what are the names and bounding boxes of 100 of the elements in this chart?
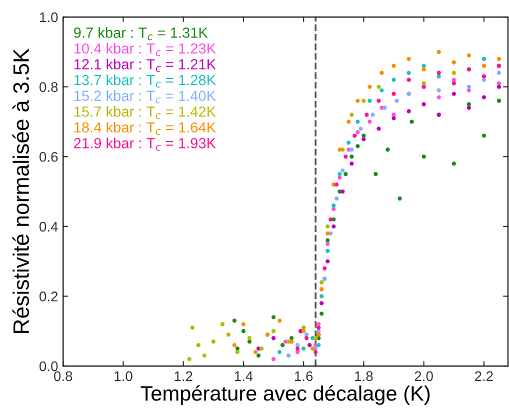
point [295,346,300,351]
point [332,203,336,208]
point [436,95,441,100]
point [376,126,381,131]
text: 21.9 kbar : T$_{c}$ = 1.93K [74,138,216,151]
point [326,248,330,253]
point [466,102,471,106]
point [344,154,348,159]
point [376,98,381,103]
point [320,312,324,316]
point [220,322,225,326]
y-tick-label: 0.2 [39,292,58,302]
point [340,189,345,194]
point [370,112,375,117]
y-tick-label: 0.8 [39,82,58,92]
point [277,350,282,354]
x-tick-label: 1.2 [174,371,192,381]
point [326,224,330,229]
x-axis-title: Température avec décalage (K) [140,385,430,405]
point [314,350,318,354]
point [338,175,342,180]
x-tick-label: 1.0 [114,371,132,382]
text: 15.2 kbar : T$_{c}$ = 1.40K [74,90,216,104]
point [338,172,342,176]
x-tick-label: 2.2 [474,371,493,381]
point [368,120,372,124]
point [346,140,351,145]
x-tick-label: 0.8 [54,371,72,382]
point [256,353,261,358]
y-tick-label: 0.6 [39,152,58,162]
point [304,336,309,340]
y-axis-title: Résistivité normalisée à 3.5K [12,48,29,333]
point [187,356,192,362]
point [482,95,486,100]
point [334,196,339,201]
point [452,162,456,166]
point [356,130,360,134]
point [350,162,354,166]
point [316,343,321,348]
point [392,78,396,82]
point [466,88,471,92]
point [344,172,348,176]
point [320,294,324,298]
point [368,84,372,89]
point [346,120,351,124]
point [496,56,502,61]
y-tick-label: 0.0 [39,361,58,372]
point [328,217,333,222]
point [362,134,366,138]
point [356,98,360,103]
point [452,70,456,75]
point [466,84,471,89]
point [350,148,354,152]
point [314,336,318,340]
point [235,350,240,354]
point [271,315,276,320]
point [496,81,502,86]
point [482,56,486,61]
text: 12.1 kbar : T$_{c}$ = 1.21K [74,58,216,72]
point [410,120,414,124]
point [422,154,426,159]
point [340,168,345,173]
x-tick-label: 1.6 [294,371,313,382]
point [350,112,354,117]
point [406,70,411,75]
point [211,340,216,344]
point [394,98,399,103]
point [422,67,426,72]
point [280,343,285,348]
point [241,322,246,326]
point [362,137,366,142]
y-tick-label: 0.4 [39,222,58,232]
point [368,98,372,103]
point [496,98,502,103]
point [350,154,354,159]
x-tick-label: 1.4 [234,371,253,381]
point [271,336,276,340]
point [271,356,276,362]
point [308,343,312,348]
point [259,346,264,351]
y-tick-label: 1.0 [40,12,58,22]
point [326,242,330,246]
point [316,326,321,330]
text: 15.7 kbar : T$_{c}$ = 1.42K [74,106,216,120]
point [241,329,246,334]
point [392,64,396,68]
point [452,92,456,96]
point [436,70,441,75]
point [190,326,194,330]
point [406,109,411,114]
point [436,88,441,92]
point [356,144,360,148]
point [253,350,258,354]
point [406,56,411,61]
point [271,329,276,334]
text: 10.4 kbar : T$_{c}$ = 1.23K [74,42,216,56]
text: 9.7 kbar : T$_{c}$ = 1.31K [74,27,208,40]
point [322,266,327,270]
point [326,231,330,236]
point [374,172,378,176]
